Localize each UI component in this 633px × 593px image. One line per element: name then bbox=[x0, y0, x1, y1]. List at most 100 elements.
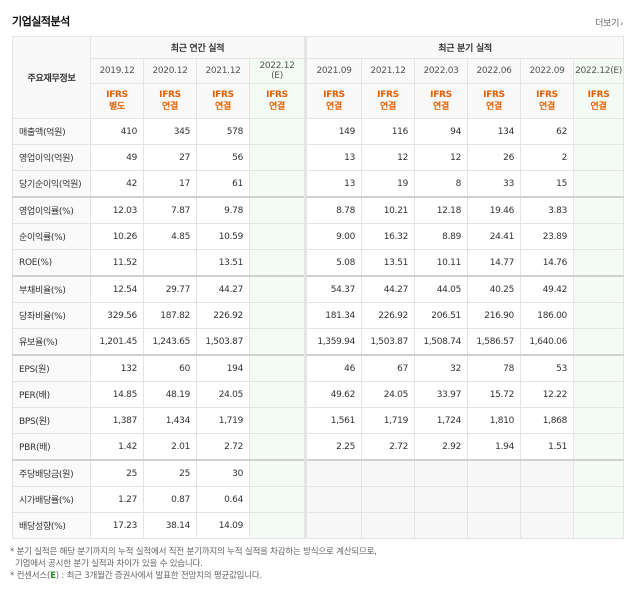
quarter-value-cell: 8 bbox=[414, 170, 468, 198]
annual-period-header: 2020.12 bbox=[143, 58, 197, 84]
quarter-value-cell bbox=[467, 486, 521, 513]
row-label: 당기순이익(억원) bbox=[12, 170, 91, 198]
annual-value-cell: 11.52 bbox=[90, 249, 144, 277]
quarter-value-cell: 2.92 bbox=[414, 433, 468, 461]
quarter-value-cell: 2.25 bbox=[304, 433, 362, 461]
quarter-value-cell: 19.46 bbox=[467, 196, 521, 224]
quarter-value-cell: 5.08 bbox=[304, 249, 362, 277]
more-link[interactable]: 더보기› bbox=[595, 16, 623, 29]
annual-value-cell: 132 bbox=[90, 354, 144, 382]
quarter-value-cell: 53 bbox=[520, 354, 574, 382]
annual-value-cell: 25 bbox=[143, 459, 197, 487]
quarter-value-cell: 1,640.06 bbox=[520, 328, 574, 356]
quarter-value-cell: 12.18 bbox=[414, 196, 468, 224]
annual-value-cell: 49 bbox=[90, 144, 144, 171]
annual-value-cell: 1.27 bbox=[90, 486, 144, 513]
quarter-value-cell bbox=[304, 512, 362, 539]
row-label: PER(배) bbox=[12, 381, 91, 408]
quarter-value-cell bbox=[361, 459, 415, 487]
quarter-value-cell: 44.27 bbox=[361, 275, 415, 303]
table-row: 시가배당률(%) 1.27 0.87 0.64 bbox=[12, 486, 625, 513]
quarter-value-cell: 15.72 bbox=[467, 381, 521, 408]
row-label: ROE(%) bbox=[12, 249, 91, 277]
table-row: PER(배) 14.85 48.19 24.05 49.62 24.05 33.97 15.7… bbox=[12, 381, 625, 408]
estimate-tag: (E) bbox=[271, 71, 283, 81]
annual-value-cell: 194 bbox=[196, 354, 250, 382]
accounting-type-header: IFRS 연결 bbox=[304, 83, 362, 119]
row-label: BPS(원) bbox=[12, 407, 91, 434]
annual-value-cell: 12.03 bbox=[90, 196, 144, 224]
accounting-type-header: IFRS 연결 bbox=[196, 83, 250, 119]
quarter-value-cell: 9.00 bbox=[304, 223, 362, 250]
annual-value-cell: 13.51 bbox=[196, 249, 250, 277]
annual-value-cell: 27 bbox=[143, 144, 197, 171]
section-title: 기업실적분석 bbox=[12, 15, 70, 28]
annual-value-cell: 2.72 bbox=[196, 433, 250, 461]
quarter-value-cell: 8.89 bbox=[414, 223, 468, 250]
quarter-value-cell bbox=[414, 486, 468, 513]
footnote-1: * 분기 실적은 해당 분기까지의 누적 실적에서 직전 분기까지의 누적 실적… bbox=[10, 547, 377, 557]
row-label: 부채비율(%) bbox=[12, 275, 91, 303]
annual-value-cell: 345 bbox=[143, 118, 197, 145]
row-label: 순이익률(%) bbox=[12, 223, 91, 250]
table-row: EPS(원) 132 60 194 46 67 32 78 53 bbox=[12, 354, 625, 382]
annual-value-cell: 25 bbox=[90, 459, 144, 487]
quarter-value-cell: 3.83 bbox=[520, 196, 574, 224]
quarter-value-cell bbox=[304, 486, 362, 513]
annual-value-cell: 4.85 bbox=[143, 223, 197, 250]
quarter-value-cell: 33.97 bbox=[414, 381, 468, 408]
annual-value-cell: 60 bbox=[143, 354, 197, 382]
quarter-value-cell: 216.90 bbox=[467, 302, 521, 329]
quarter-value-cell: 78 bbox=[467, 354, 521, 382]
quarter-value-cell: 12 bbox=[361, 144, 415, 171]
quarter-value-cell: 12 bbox=[414, 144, 468, 171]
quarter-value-cell bbox=[520, 459, 574, 487]
annual-period-header: 2021.12 bbox=[196, 58, 250, 84]
row-label: 매출액(억원) bbox=[12, 118, 91, 145]
quarter-value-cell: 32 bbox=[414, 354, 468, 382]
annual-value-cell bbox=[249, 512, 306, 539]
quarter-value-cell: 1,719 bbox=[361, 407, 415, 434]
quarter-value-cell bbox=[572, 459, 625, 487]
accounting-type-header: IFRS 연결 bbox=[572, 83, 625, 119]
consensus-mark: E bbox=[50, 571, 56, 581]
annual-value-cell: 0.64 bbox=[196, 486, 250, 513]
quarter-value-cell bbox=[520, 512, 574, 539]
row-label: 영업이익(억원) bbox=[12, 144, 91, 171]
quarter-value-cell bbox=[520, 486, 574, 513]
table-row: 당좌비율(%) 329.56 187.82 226.92 181.34 226.92 206… bbox=[12, 302, 625, 329]
annual-value-cell bbox=[249, 328, 306, 356]
quarter-value-cell: 13 bbox=[304, 144, 362, 171]
quarter-value-cell bbox=[304, 459, 362, 487]
quarter-value-cell bbox=[361, 512, 415, 539]
quarter-value-cell: 1,359.94 bbox=[304, 328, 362, 356]
table-row: 주당배당금(원) 25 25 30 bbox=[12, 459, 625, 487]
annual-value-cell: 12.54 bbox=[90, 275, 144, 303]
row-label: 배당성향(%) bbox=[12, 512, 91, 539]
annual-value-cell bbox=[249, 302, 306, 329]
quarter-value-cell bbox=[572, 144, 625, 171]
annual-value-cell bbox=[249, 459, 306, 487]
quarter-period-header: 2022.12(E) bbox=[572, 58, 625, 84]
quarter-value-cell: 40.25 bbox=[467, 275, 521, 303]
quarter-value-cell bbox=[572, 302, 625, 329]
annual-value-cell bbox=[249, 196, 306, 224]
quarter-period-header: 2021.12 bbox=[361, 58, 415, 84]
quarter-value-cell: 1,810 bbox=[467, 407, 521, 434]
annual-value-cell: 30 bbox=[196, 459, 250, 487]
annual-value-cell bbox=[249, 275, 306, 303]
table-row: BPS(원) 1,387 1,434 1,719 1,561 1,719 1,724 1,81… bbox=[12, 407, 625, 434]
quarter-value-cell: 24.05 bbox=[361, 381, 415, 408]
quarter-value-cell: 8.78 bbox=[304, 196, 362, 224]
quarter-period-header: 2021.09 bbox=[304, 58, 362, 84]
annual-value-cell: 29.77 bbox=[143, 275, 197, 303]
quarter-value-cell: 226.92 bbox=[361, 302, 415, 329]
quarter-value-cell: 134 bbox=[467, 118, 521, 145]
annual-value-cell: 1,387 bbox=[90, 407, 144, 434]
annual-value-cell: 14.85 bbox=[90, 381, 144, 408]
annual-value-cell: 1,243.65 bbox=[143, 328, 197, 356]
quarter-value-cell bbox=[572, 223, 625, 250]
quarter-period-header: 2022.03 bbox=[414, 58, 468, 84]
accounting-type-header: IFRS 연결 bbox=[249, 83, 306, 119]
quarter-value-cell: 23.89 bbox=[520, 223, 574, 250]
